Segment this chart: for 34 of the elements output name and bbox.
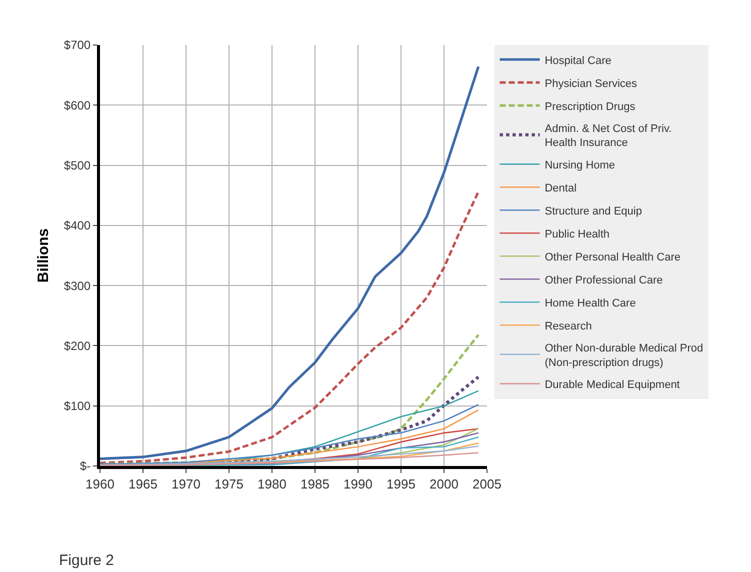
x-tick-label: 1985 <box>300 476 330 492</box>
legend-label: Dental <box>544 182 577 194</box>
legend-label: Other Non-durable Medical Prod (Non-prescription drugs) <box>544 342 704 369</box>
legend-label: Hospital Care <box>544 54 612 67</box>
x-tick-label: 1975 <box>214 476 244 492</box>
y-tick-label: $700 <box>64 38 91 52</box>
y-tick-label: $- <box>80 459 91 474</box>
legend-label: Home Health Care <box>544 297 636 310</box>
legend-label: Nursing Home <box>544 159 616 172</box>
x-tick-label: 1970 <box>172 476 200 492</box>
caption: Figure 2 <box>59 552 114 569</box>
x-tick-label: 1965 <box>128 476 158 492</box>
y-tick-label: $400 <box>64 218 91 233</box>
legend-label: Public Health <box>544 228 610 240</box>
legend-label: Physician Services <box>544 78 638 90</box>
legend-label: Prescription Drugs <box>544 100 636 113</box>
x-tick-label: 2005 <box>472 476 502 492</box>
y-tick-label: $100 <box>64 399 91 414</box>
y-tick-label: $600 <box>64 98 91 112</box>
x-tick-label: 1995 <box>386 476 416 492</box>
x-tick-label: 1990 <box>344 476 372 492</box>
legend-label: Other Personal Health Care <box>544 251 680 264</box>
legend-label: Admin. & Net Cost of Priv. Health Insurance <box>544 122 672 150</box>
y-axis-title: Billions <box>35 228 52 283</box>
legend-label: Durable Medical Equipment <box>544 378 680 391</box>
y-tick-label: $200 <box>64 338 91 353</box>
legend-label: Structure and Equip <box>544 205 642 218</box>
legend-label: Other Professional Care <box>544 274 663 286</box>
legend-label: Research <box>544 320 592 332</box>
x-tick-label: 1960 <box>86 476 114 492</box>
x-tick-label: 1980 <box>258 476 286 492</box>
x-tick-label: 2000 <box>430 476 458 492</box>
y-tick-label: $500 <box>64 158 91 172</box>
y-tick-label: $300 <box>64 278 91 293</box>
